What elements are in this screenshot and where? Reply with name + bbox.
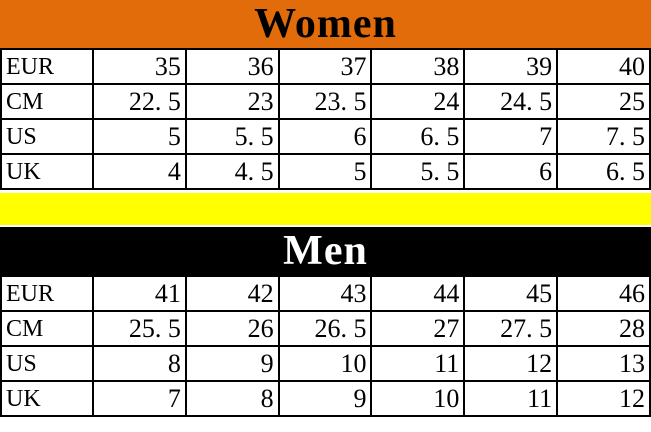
- women-size-table: EUR 35 36 37 38 39 40 CM 22. 5 23 23. 5 24 24. 5 25 US…: [0, 48, 651, 190]
- table-row: US 5 5. 5 6 6. 5 7 7. 5: [0, 118, 651, 155]
- size-cell: 39: [463, 48, 559, 85]
- size-cell: 5: [92, 118, 187, 155]
- row-label: EUR: [0, 275, 94, 312]
- size-cell: 9: [184, 345, 280, 382]
- men-title: Men: [283, 228, 368, 274]
- size-cell: 11: [370, 345, 466, 382]
- size-cell: 35: [92, 48, 187, 85]
- size-cell: 8: [184, 380, 280, 417]
- size-cell: 6. 5: [370, 118, 466, 155]
- table-row: CM 25. 5 26 26. 5 27 27. 5 28: [0, 310, 651, 347]
- size-cell: 23. 5: [277, 83, 373, 120]
- size-cell: 25. 5: [92, 310, 187, 347]
- size-cell: 46: [556, 275, 651, 312]
- size-cell: 6: [463, 153, 559, 190]
- size-cell: 10: [370, 380, 466, 417]
- size-cell: 7. 5: [556, 118, 651, 155]
- size-cell: 36: [184, 48, 280, 85]
- size-cell: 13: [556, 345, 651, 382]
- women-header: Women: [0, 0, 651, 48]
- size-cell: 26: [184, 310, 280, 347]
- size-cell: 7: [463, 118, 559, 155]
- table-row: CM 22. 5 23 23. 5 24 24. 5 25: [0, 83, 651, 120]
- size-cell: 24: [370, 83, 466, 120]
- row-label: UK: [0, 380, 94, 417]
- size-cell: 28: [556, 310, 651, 347]
- size-cell: 27. 5: [463, 310, 559, 347]
- size-cell: 23: [184, 83, 280, 120]
- size-cell: 26. 5: [277, 310, 373, 347]
- size-cell: 42: [184, 275, 280, 312]
- size-cell: 5. 5: [184, 118, 280, 155]
- row-label: CM: [0, 83, 94, 120]
- size-cell: 9: [277, 380, 373, 417]
- row-label: US: [0, 345, 94, 382]
- size-cell: 24. 5: [463, 83, 559, 120]
- size-cell: 38: [370, 48, 466, 85]
- row-label: CM: [0, 310, 94, 347]
- size-cell: 45: [463, 275, 559, 312]
- size-cell: 27: [370, 310, 466, 347]
- table-row: EUR 35 36 37 38 39 40: [0, 48, 651, 85]
- size-cell: 37: [277, 48, 373, 85]
- size-cell: 41: [92, 275, 187, 312]
- size-cell: 40: [556, 48, 651, 85]
- row-label: US: [0, 118, 94, 155]
- men-size-table: EUR 41 42 43 44 45 46 CM 25. 5 26 26. 5 27 27. 5 28 US…: [0, 275, 651, 417]
- size-cell: 4. 5: [184, 153, 280, 190]
- size-cell: 44: [370, 275, 466, 312]
- table-row: UK 7 8 9 10 11 12: [0, 380, 651, 417]
- size-cell: 12: [556, 380, 651, 417]
- size-cell: 5. 5: [370, 153, 466, 190]
- size-cell: 12: [463, 345, 559, 382]
- size-cell: 11: [463, 380, 559, 417]
- size-cell: 4: [92, 153, 187, 190]
- women-title: Women: [254, 1, 397, 47]
- yellow-divider: [0, 193, 651, 225]
- size-cell: 10: [277, 345, 373, 382]
- row-label: UK: [0, 153, 94, 190]
- table-row: UK 4 4. 5 5 5. 5 6 6. 5: [0, 153, 651, 190]
- table-row: EUR 41 42 43 44 45 46: [0, 275, 651, 312]
- size-cell: 6. 5: [556, 153, 651, 190]
- table-row: US 8 9 10 11 12 13: [0, 345, 651, 382]
- size-cell: 43: [277, 275, 373, 312]
- size-cell: 22. 5: [92, 83, 187, 120]
- size-cell: 7: [92, 380, 187, 417]
- row-label: EUR: [0, 48, 94, 85]
- size-cell: 5: [277, 153, 373, 190]
- size-cell: 25: [556, 83, 651, 120]
- size-cell: 8: [92, 345, 187, 382]
- size-cell: 6: [277, 118, 373, 155]
- white-spacer-bottom: [0, 225, 651, 227]
- white-spacer-top: [0, 190, 651, 193]
- men-header: Men: [0, 227, 651, 275]
